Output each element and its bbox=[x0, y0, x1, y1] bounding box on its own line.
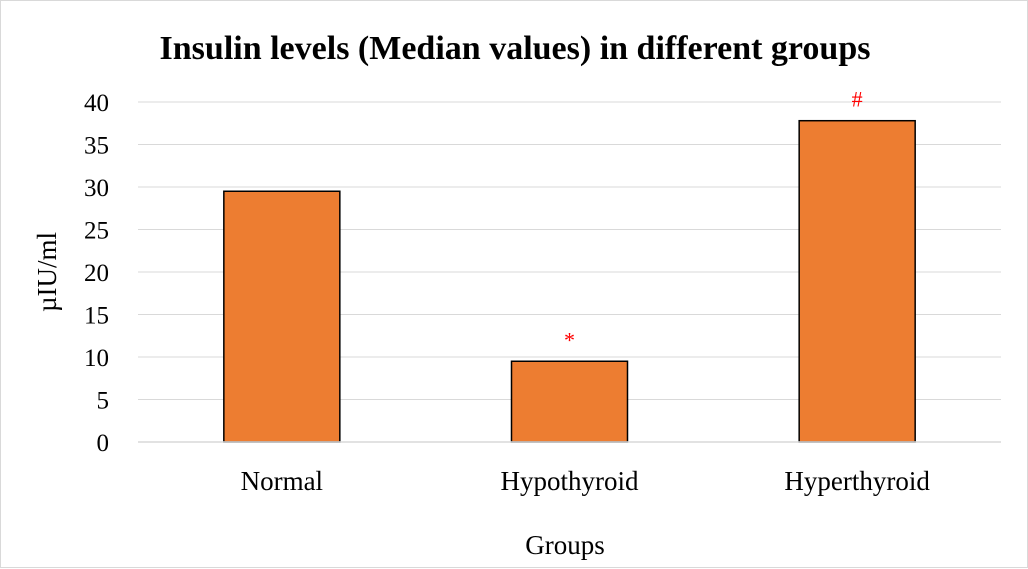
y-tick-label: 40 bbox=[84, 90, 109, 117]
significance-marker: # bbox=[852, 87, 863, 112]
y-tick-label: 15 bbox=[84, 303, 109, 330]
y-tick-label: 10 bbox=[84, 345, 109, 372]
x-category-label: Hyperthyroid bbox=[784, 466, 930, 496]
y-tick-label: 30 bbox=[84, 175, 109, 202]
chart-title: Insulin levels (Median values) in differ… bbox=[160, 30, 871, 67]
bar-hyperthyroid bbox=[798, 119, 916, 443]
y-tick-label: 35 bbox=[84, 133, 109, 160]
x-axis-categories: Normal Hypothyroid Hyperthyroid bbox=[241, 466, 931, 496]
bar-annotations: *# bbox=[564, 87, 863, 353]
bar-hypothyroid bbox=[510, 360, 629, 443]
x-category-label: Normal bbox=[241, 466, 323, 496]
x-axis-title: Groups bbox=[525, 530, 605, 560]
y-tick-label: 0 bbox=[97, 430, 110, 457]
y-tick-label: 20 bbox=[84, 260, 109, 287]
significance-marker: * bbox=[564, 327, 575, 352]
y-tick-label: 25 bbox=[84, 218, 109, 245]
y-axis-title: µIU/ml bbox=[32, 232, 62, 312]
bars bbox=[223, 119, 916, 443]
bar-normal bbox=[223, 190, 341, 443]
x-category-label: Hypothyroid bbox=[501, 466, 639, 496]
y-tick-label: 5 bbox=[97, 388, 110, 415]
y-axis-ticks: 0 5 10 15 20 25 30 35 40 bbox=[84, 90, 109, 457]
